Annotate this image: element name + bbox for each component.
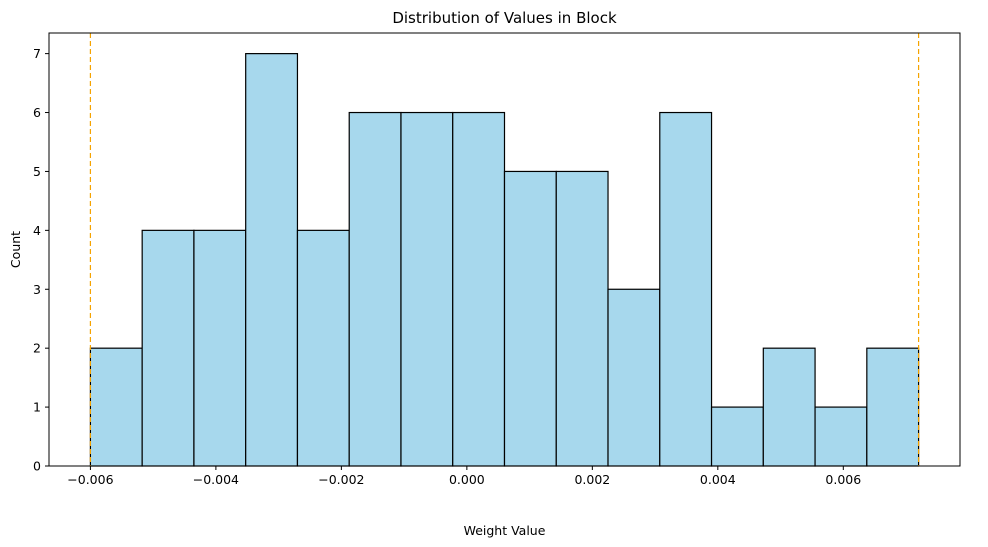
histogram-bar: [710, 406, 764, 467]
histogram-bar: [762, 347, 816, 467]
y-axis-ticks: 0 1 2 3 4 5 6 7: [33, 46, 49, 474]
x-axis-label: Weight Value: [464, 523, 546, 538]
x-tick-label: −0.002: [318, 472, 364, 487]
histogram-bar: [866, 347, 920, 467]
chart-title: Distribution of Values in Block: [392, 9, 617, 27]
histogram-bar: [141, 229, 195, 467]
x-tick-label: −0.004: [193, 472, 239, 487]
x-tick-label: −0.006: [67, 472, 113, 487]
histogram-bar: [296, 229, 350, 467]
histogram-bar: [348, 111, 402, 467]
histogram-bar: [814, 406, 868, 467]
reference-lines-group: [89, 33, 920, 466]
bars-group: [89, 53, 920, 467]
y-tick-label: 2: [33, 341, 41, 356]
x-tick-label: 0.006: [825, 472, 861, 487]
x-tick-label: 0.004: [700, 472, 736, 487]
histogram-bar: [503, 170, 557, 467]
histogram-bar: [193, 229, 247, 467]
y-tick-label: 0: [33, 459, 41, 474]
histogram-bar: [400, 111, 454, 467]
x-tick-label: 0.002: [574, 472, 610, 487]
y-tick-label: 5: [33, 164, 41, 179]
y-tick-label: 7: [33, 46, 41, 61]
histogram-bar: [659, 111, 713, 467]
histogram-bar: [245, 53, 299, 467]
histogram-bar: [607, 288, 661, 467]
y-tick-label: 6: [33, 105, 41, 120]
y-tick-label: 3: [33, 282, 41, 297]
y-tick-label: 1: [33, 400, 41, 415]
histogram-bar: [555, 170, 609, 467]
y-tick-label: 4: [33, 223, 41, 238]
x-axis-ticks: −0.006 −0.004 −0.002 0.000 0.002 0.004 0.006: [67, 466, 861, 487]
histogram-bar: [89, 347, 143, 467]
x-tick-label: 0.000: [449, 472, 485, 487]
histogram-bar: [452, 111, 506, 467]
axes-frame: [48, 32, 961, 467]
y-axis-label: Count: [8, 231, 23, 268]
